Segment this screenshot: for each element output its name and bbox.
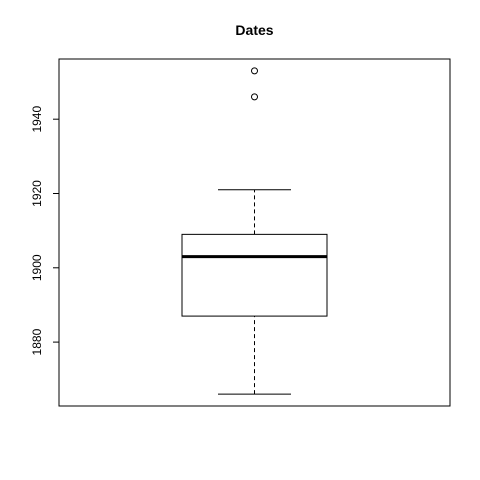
- y-tick-label: 1880: [30, 328, 44, 355]
- box-group: [181, 67, 328, 395]
- y-axis: 1880 1900 1920 1940: [30, 106, 60, 355]
- outlier-point: [251, 93, 258, 101]
- chart-title: Dates: [235, 22, 273, 38]
- outlier-point: [251, 67, 258, 75]
- y-tick-label: 1920: [30, 180, 44, 207]
- y-tick-label: 1900: [30, 254, 44, 281]
- interquartile-box: [181, 233, 328, 317]
- y-tick-label: 1940: [30, 106, 44, 133]
